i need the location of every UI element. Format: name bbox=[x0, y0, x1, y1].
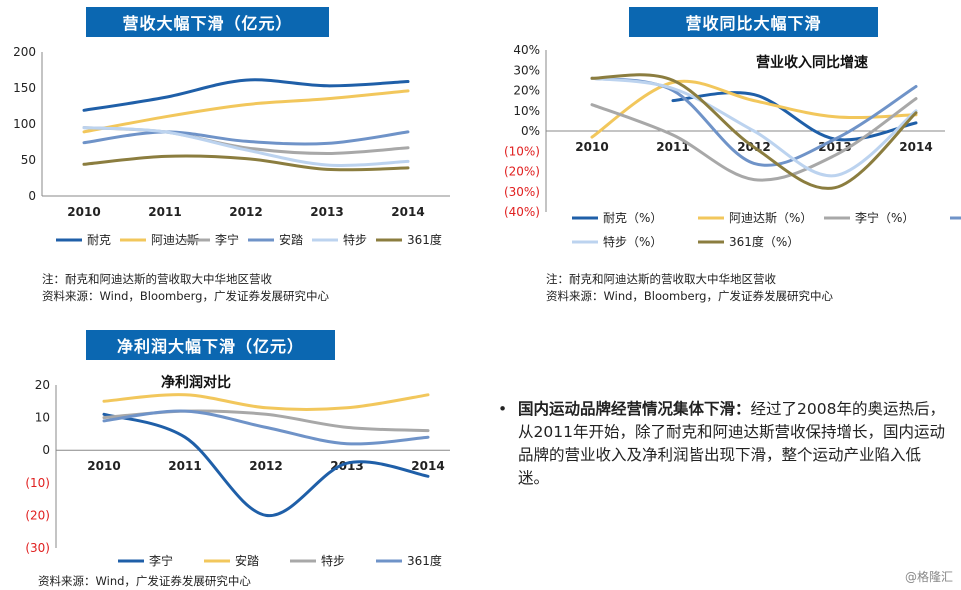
legend-label: 阿迪达斯 bbox=[151, 233, 199, 247]
growth-chart-title: 营收同比大幅下滑 bbox=[629, 7, 878, 37]
y-tick-label: (20) bbox=[25, 508, 50, 522]
x-tick-label: 2010 bbox=[575, 140, 608, 154]
series-line bbox=[102, 412, 430, 517]
y-tick-label: 40% bbox=[513, 43, 540, 57]
commentary-heading: 国内运动品牌经营情况集体下滑： bbox=[518, 400, 751, 418]
x-tick-label: 2010 bbox=[67, 205, 100, 219]
x-tick-label: 2011 bbox=[148, 205, 181, 219]
x-tick-label: 2014 bbox=[411, 459, 444, 473]
y-tick-label: 0 bbox=[42, 443, 50, 457]
y-tick-label: (40%) bbox=[504, 205, 540, 219]
legend-label: 361度 bbox=[407, 553, 442, 568]
series-line bbox=[82, 89, 410, 134]
legend-label: 李宁 bbox=[215, 232, 239, 247]
legend-label: 361度（%） bbox=[729, 234, 799, 249]
commentary-body: 经过了2008年的奥运热后，从2011年开始，除了耐克和阿迪达斯营收保持增长，国… bbox=[518, 400, 945, 487]
chart-inner-title: 净利润对比 bbox=[161, 374, 231, 391]
legend-label: 特步 bbox=[321, 553, 345, 568]
bullet-dot: • bbox=[498, 400, 508, 418]
legend-label: 特步 bbox=[343, 232, 367, 247]
y-tick-label: (30%) bbox=[504, 185, 540, 199]
series-line bbox=[82, 154, 410, 172]
commentary-bullet: • 国内运动品牌经营情况集体下滑：经过了2008年的奥运热后，从2011年开始，… bbox=[498, 398, 948, 490]
y-tick-label: 100 bbox=[13, 117, 36, 131]
series-line bbox=[590, 73, 918, 190]
legend-label: 安踏 bbox=[279, 232, 303, 247]
series-line bbox=[590, 97, 918, 182]
y-tick-label: 0 bbox=[28, 189, 36, 203]
x-tick-label: 2012 bbox=[229, 205, 262, 219]
y-tick-label: 10% bbox=[513, 104, 540, 118]
y-tick-label: 20 bbox=[35, 378, 50, 392]
revenue-note: 注：耐克和阿迪达斯的营收取大中华地区营收 bbox=[42, 272, 272, 286]
x-tick-label: 2014 bbox=[899, 140, 932, 154]
revenue-line-chart: 0 50 100 150 200 2010 2011 2012 2013 2014 耐克 阿迪达斯 李宁… bbox=[13, 45, 450, 247]
legend-label: 特步（%） bbox=[603, 234, 662, 249]
legend-label: 李宁（%） bbox=[855, 210, 914, 225]
x-tick-label: 2014 bbox=[391, 205, 424, 219]
series-line bbox=[102, 409, 430, 446]
series-line bbox=[82, 130, 410, 146]
x-tick-label: 2013 bbox=[310, 205, 343, 219]
revenue-chart-title: 营收大幅下滑（亿元） bbox=[86, 7, 329, 37]
series-line bbox=[82, 126, 410, 167]
legend-label: 耐克 bbox=[87, 233, 111, 247]
legend-label: 安踏 bbox=[235, 553, 259, 568]
y-tick-label: 30% bbox=[513, 63, 540, 77]
growth-source: 资料来源：Wind，Bloomberg，广发证券发展研究中心 bbox=[546, 289, 833, 303]
legend-label: 耐克（%） bbox=[603, 211, 662, 225]
y-tick-label: 0% bbox=[521, 124, 540, 138]
x-tick-label: 2011 bbox=[168, 459, 201, 473]
y-tick-label: (10) bbox=[25, 476, 50, 490]
series-line bbox=[590, 76, 918, 178]
y-tick-label: (30) bbox=[25, 541, 50, 555]
legend-label: 阿迪达斯（%） bbox=[729, 211, 812, 225]
y-tick-label: 50 bbox=[21, 153, 36, 167]
x-tick-label: 2012 bbox=[249, 459, 282, 473]
profit-chart-title: 净利润大幅下滑（亿元） bbox=[86, 330, 335, 360]
y-tick-label: (10%) bbox=[504, 144, 540, 158]
revenue-source: 资料来源：Wind，Bloomberg，广发证券发展研究中心 bbox=[42, 289, 329, 303]
watermark: @格隆汇 bbox=[904, 570, 953, 584]
series-line bbox=[590, 79, 918, 139]
growth-line-chart: (40%) (30%) (20%) (10%) 0% 10% 20% 30% 40% 2010 20… bbox=[504, 43, 961, 249]
legend-label: 李宁 bbox=[149, 553, 173, 568]
legend-label: 361度 bbox=[407, 232, 442, 247]
y-tick-label: 10 bbox=[35, 411, 50, 425]
series-line bbox=[671, 91, 918, 142]
profit-source: 资料来源：Wind，广发证券发展研究中心 bbox=[38, 574, 251, 588]
x-tick-label: 2011 bbox=[656, 140, 689, 154]
series-line bbox=[102, 393, 430, 411]
growth-note: 注：耐克和阿迪达斯的营收取大中华地区营收 bbox=[546, 272, 776, 286]
y-tick-label: (20%) bbox=[504, 165, 540, 179]
x-tick-label: 2010 bbox=[87, 459, 120, 473]
y-tick-label: 20% bbox=[513, 84, 540, 98]
y-tick-label: 200 bbox=[13, 45, 36, 59]
y-tick-label: 150 bbox=[13, 81, 36, 95]
chart-inner-title: 营业收入同比增速 bbox=[756, 54, 868, 71]
series-line bbox=[82, 78, 410, 112]
